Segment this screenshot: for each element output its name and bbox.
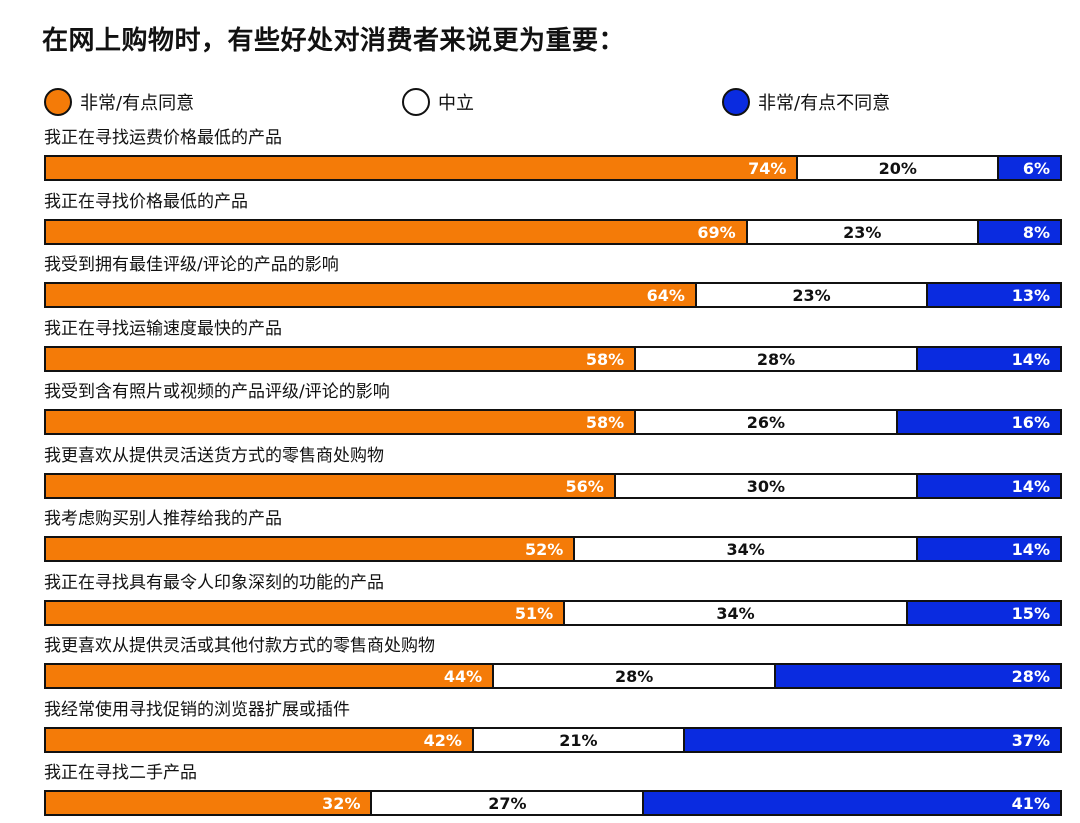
data-label: 30% xyxy=(746,476,786,496)
data-label: 51% xyxy=(514,603,554,623)
data-label: 41% xyxy=(1011,793,1050,813)
bar-segment-agree: 64% xyxy=(46,284,695,306)
bar-segment-neutral: 20% xyxy=(796,157,1000,179)
stacked-bar: 58% 26% 16% xyxy=(44,409,1062,435)
legend-swatch-agree xyxy=(44,88,72,116)
data-label: 21% xyxy=(559,730,598,750)
data-label: 28% xyxy=(756,349,796,369)
bar-segment-neutral: 34% xyxy=(563,602,908,624)
bar-segment-neutral: 26% xyxy=(634,411,898,433)
row-label: 我正在寻找具有最令人印象深刻的功能的产品 xyxy=(44,573,384,593)
legend-label-agree: 非常/有点同意 xyxy=(80,93,195,114)
data-label: 58% xyxy=(585,349,625,369)
legend-item-agree: 非常/有点同意 xyxy=(44,86,194,118)
data-label: 15% xyxy=(1011,603,1050,623)
legend-item-disagree: 非常/有点不同意 xyxy=(722,86,890,118)
data-label: 6% xyxy=(1022,158,1050,178)
bar-segment-agree: 58% xyxy=(46,411,635,433)
stacked-bar: 42% 21% 37% xyxy=(44,727,1062,753)
data-label: 13% xyxy=(1011,285,1050,305)
bar-segment-disagree: 41% xyxy=(644,792,1060,814)
data-label: 14% xyxy=(1011,349,1050,369)
legend-swatch-neutral xyxy=(402,88,430,116)
row-label: 我经常使用寻找促销的浏览器扩展或插件 xyxy=(44,700,350,720)
bar-segment-disagree: 28% xyxy=(776,665,1060,687)
data-label: 69% xyxy=(697,222,736,242)
data-label: 52% xyxy=(524,539,564,559)
bar-segment-neutral: 23% xyxy=(745,221,979,243)
stacked-bar: 69% 23% 8% xyxy=(44,219,1062,245)
bar-segment-disagree: 8% xyxy=(978,221,1060,243)
data-label: 64% xyxy=(646,285,685,305)
bar-segment-disagree: 13% xyxy=(928,284,1060,306)
bar-segment-agree: 58% xyxy=(46,348,635,370)
bar-segment-disagree: 14% xyxy=(918,475,1060,497)
bar-segment-agree: 74% xyxy=(46,157,797,179)
data-label: 23% xyxy=(792,285,831,305)
data-label: 44% xyxy=(443,666,483,686)
row-label: 我受到拥有最佳评级/评论的产品的影响 xyxy=(44,255,339,275)
data-label: 23% xyxy=(843,222,882,242)
bar-segment-neutral: 30% xyxy=(613,475,919,497)
legend-label-neutral: 中立 xyxy=(438,93,474,114)
stacked-bar: 44% 28% 28% xyxy=(44,663,1062,689)
stacked-bar: 52% 34% 14% xyxy=(44,536,1062,562)
stacked-bar: 58% 28% 14% xyxy=(44,346,1062,372)
bar-segment-agree: 44% xyxy=(46,665,493,687)
legend-label-disagree: 非常/有点不同意 xyxy=(758,93,891,114)
bar-segment-disagree: 14% xyxy=(918,348,1060,370)
row-label: 我正在寻找运输速度最快的产品 xyxy=(44,319,282,339)
data-label: 42% xyxy=(423,730,462,750)
bar-segment-neutral: 28% xyxy=(492,665,777,687)
row-label: 我正在寻找二手产品 xyxy=(44,763,197,783)
data-label: 32% xyxy=(322,793,361,813)
bar-segment-agree: 56% xyxy=(46,475,614,497)
data-label: 56% xyxy=(565,476,604,496)
data-label: 16% xyxy=(1011,412,1050,432)
bar-segment-neutral: 34% xyxy=(573,538,919,560)
bar-segment-agree: 51% xyxy=(46,602,564,624)
bar-segment-neutral: 23% xyxy=(694,284,929,306)
bar-segment-disagree: 14% xyxy=(918,538,1060,560)
row-label: 我正在寻找运费价格最低的产品 xyxy=(44,128,282,148)
stacked-bar: 56% 30% 14% xyxy=(44,473,1062,499)
bar-segment-disagree: 37% xyxy=(684,729,1060,751)
row-label: 我更喜欢从提供灵活或其他付款方式的零售商处购物 xyxy=(44,636,435,656)
bar-segment-agree: 52% xyxy=(46,538,574,560)
data-label: 34% xyxy=(716,603,755,623)
bar-segment-disagree: 6% xyxy=(999,157,1060,179)
data-label: 34% xyxy=(726,539,765,559)
bar-segment-agree: 69% xyxy=(46,221,746,243)
bar-segment-neutral: 27% xyxy=(370,792,645,814)
stacked-bar: 64% 23% 13% xyxy=(44,282,1062,308)
data-label: 58% xyxy=(585,412,625,432)
bar-segment-agree: 32% xyxy=(46,792,371,814)
chart-title: 在网上购物时，有些好处对消费者来说更为重要： xyxy=(42,26,626,56)
bar-segment-disagree: 15% xyxy=(907,602,1060,624)
row-label: 我受到含有照片或视频的产品评级/评论的影响 xyxy=(44,382,390,402)
data-label: 28% xyxy=(614,666,654,686)
data-label: 27% xyxy=(488,793,527,813)
bar-segment-neutral: 21% xyxy=(471,729,685,751)
bar-segment-agree: 42% xyxy=(46,729,472,751)
data-label: 8% xyxy=(1022,222,1050,242)
legend-item-neutral: 中立 xyxy=(402,86,474,118)
row-label: 我正在寻找价格最低的产品 xyxy=(44,192,248,212)
data-label: 14% xyxy=(1011,539,1050,559)
data-label: 14% xyxy=(1011,476,1050,496)
data-label: 74% xyxy=(748,158,787,178)
stacked-bar: 74% 20% 6% xyxy=(44,155,1062,181)
data-label: 20% xyxy=(878,158,917,178)
legend-swatch-disagree xyxy=(722,88,750,116)
stacked-bar: 32% 27% 41% xyxy=(44,790,1062,816)
row-label: 我考虑购买别人推荐给我的产品 xyxy=(44,509,282,529)
stacked-bar: 51% 34% 15% xyxy=(44,600,1062,626)
data-label: 28% xyxy=(1011,666,1050,686)
bar-segment-neutral: 28% xyxy=(634,348,919,370)
data-label: 26% xyxy=(746,412,786,432)
data-label: 37% xyxy=(1011,730,1050,750)
bar-segment-disagree: 16% xyxy=(897,411,1060,433)
row-label: 我更喜欢从提供灵活送货方式的零售商处购物 xyxy=(44,446,384,466)
